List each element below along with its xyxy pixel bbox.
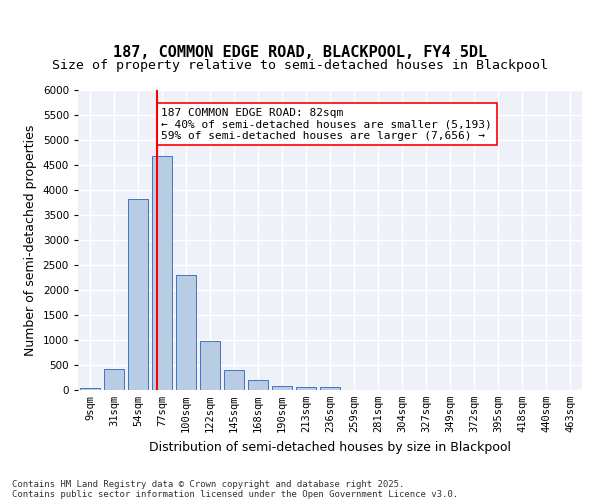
Text: 187, COMMON EDGE ROAD, BLACKPOOL, FY4 5DL: 187, COMMON EDGE ROAD, BLACKPOOL, FY4 5D… <box>113 45 487 60</box>
Text: Contains HM Land Registry data © Crown copyright and database right 2025.
Contai: Contains HM Land Registry data © Crown c… <box>12 480 458 500</box>
Text: Size of property relative to semi-detached houses in Blackpool: Size of property relative to semi-detach… <box>52 60 548 72</box>
X-axis label: Distribution of semi-detached houses by size in Blackpool: Distribution of semi-detached houses by … <box>149 440 511 454</box>
Bar <box>224 370 244 390</box>
Bar <box>104 368 124 390</box>
Bar <box>272 386 292 390</box>
Bar <box>296 386 316 390</box>
Bar <box>176 275 196 390</box>
Bar <box>248 380 268 390</box>
Bar <box>128 199 148 390</box>
Text: 187 COMMON EDGE ROAD: 82sqm
← 40% of semi-detached houses are smaller (5,193)
59: 187 COMMON EDGE ROAD: 82sqm ← 40% of sem… <box>161 108 492 140</box>
Bar <box>80 388 100 390</box>
Bar <box>320 387 340 390</box>
Bar <box>152 156 172 390</box>
Y-axis label: Number of semi-detached properties: Number of semi-detached properties <box>24 124 37 356</box>
Bar <box>200 340 220 390</box>
